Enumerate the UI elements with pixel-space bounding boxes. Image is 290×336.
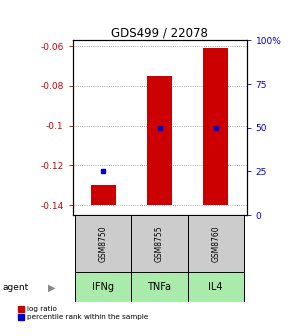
Text: GSM8750: GSM8750	[99, 225, 108, 262]
Bar	[91, 185, 116, 205]
Bar	[75, 272, 131, 302]
Text: GSM8755: GSM8755	[155, 225, 164, 262]
Text: GSM8760: GSM8760	[211, 225, 220, 262]
Text: agent: agent	[3, 283, 29, 292]
Text: ▶: ▶	[48, 282, 55, 292]
Bar	[188, 272, 244, 302]
Bar	[188, 215, 244, 272]
Title: GDS499 / 22078: GDS499 / 22078	[111, 26, 208, 39]
Legend: log ratio, percentile rank within the sample: log ratio, percentile rank within the sa…	[18, 306, 148, 320]
Text: TNFa: TNFa	[148, 282, 171, 292]
Text: IL4: IL4	[209, 282, 223, 292]
Bar	[203, 48, 228, 205]
Bar	[75, 215, 131, 272]
Text: IFNg: IFNg	[93, 282, 114, 292]
Bar	[147, 76, 172, 205]
Bar	[131, 215, 188, 272]
Bar	[131, 272, 188, 302]
